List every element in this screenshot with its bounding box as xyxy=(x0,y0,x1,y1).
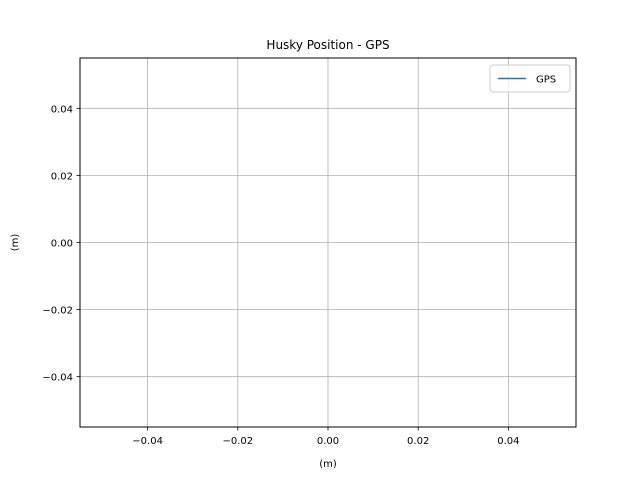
x-tick-label: 0.00 xyxy=(317,436,339,447)
chart-title: Husky Position - GPS xyxy=(266,38,389,52)
ticks: −0.04 −0.02 0.00 0.02 0.04 −0.04 −0.02 0.00 0.02… xyxy=(42,104,519,447)
y-tick-label: −0.04 xyxy=(42,373,73,384)
x-tick-label: 0.04 xyxy=(497,436,519,447)
y-tick-label: 0.00 xyxy=(51,239,73,250)
x-tick-label: −0.04 xyxy=(132,436,163,447)
y-tick-label: −0.02 xyxy=(42,306,73,317)
x-axis-label: (m) xyxy=(319,459,337,470)
x-tick-label: 0.02 xyxy=(407,436,429,447)
y-tick-label: 0.04 xyxy=(51,104,73,115)
y-axis-label: (m) xyxy=(10,234,21,252)
y-tick-label: 0.02 xyxy=(51,171,73,182)
grid xyxy=(80,58,576,427)
x-tick-label: −0.02 xyxy=(222,436,253,447)
legend-box xyxy=(489,64,571,93)
legend-label: GPS xyxy=(536,75,556,86)
legend: GPS xyxy=(489,64,571,93)
